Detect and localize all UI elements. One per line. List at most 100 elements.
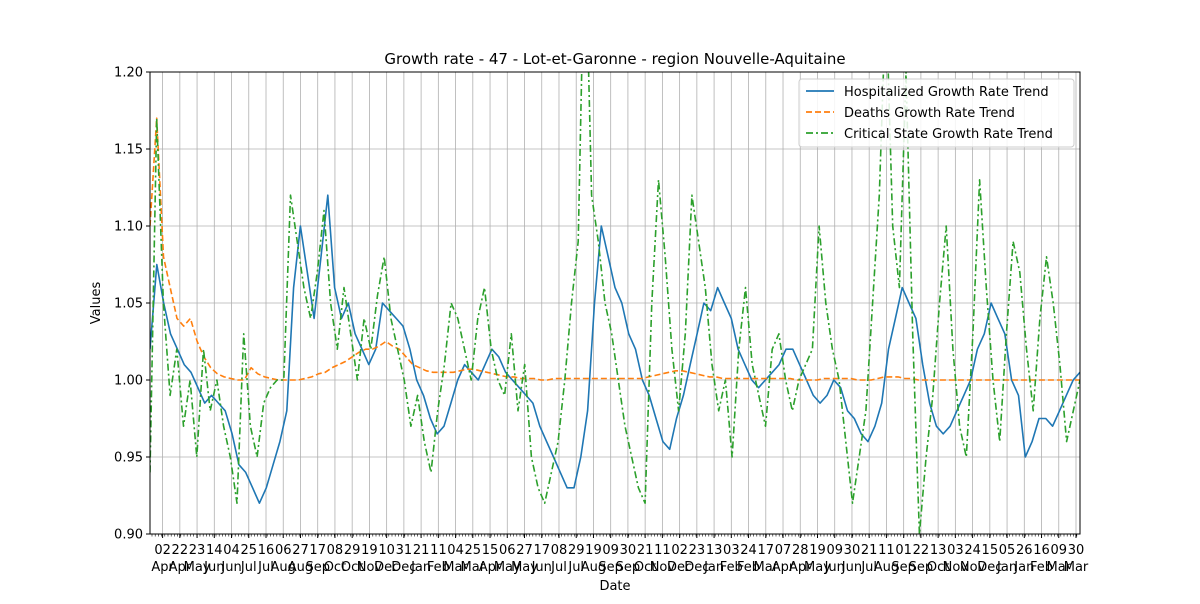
x-tick-month: Sep — [891, 560, 916, 575]
x-tick-day: 06 — [499, 543, 516, 558]
x-tick-day: 19 — [809, 543, 826, 558]
x-tick-day: 21 — [637, 543, 654, 558]
x-tick-day: 24 — [740, 543, 757, 558]
x-tick-month: Feb — [737, 560, 760, 575]
x-tick-day: 03 — [723, 543, 740, 558]
x-tick-month: May — [804, 560, 831, 575]
x-tick-day: 26 — [1016, 543, 1033, 558]
x-tick-day: 07 — [775, 543, 792, 558]
x-tick-month: Feb — [720, 560, 743, 575]
x-tick-month: Sep — [305, 560, 330, 575]
legend-label-2: Deaths Growth Rate Trend — [844, 106, 1015, 121]
x-tick-month: Apr — [479, 560, 502, 575]
x-tick-month: Aug — [874, 560, 899, 575]
x-tick-month: Apr — [789, 560, 812, 575]
x-tick-day: 29 — [344, 543, 361, 558]
x-tick-day: 17 — [533, 543, 550, 558]
x-tick-day: 30 — [620, 543, 637, 558]
series-layer — [150, 72, 1080, 534]
x-tick-day: 21 — [861, 543, 878, 558]
x-tick-month: Jul — [257, 560, 274, 575]
x-tick-month: Nov — [943, 560, 969, 575]
x-tick-day: 06 — [275, 543, 292, 558]
x-tick-day: 02 — [671, 543, 688, 558]
x-tick-month: Dec — [374, 560, 399, 575]
x-tick-month: Oct — [634, 560, 656, 575]
x-tick-month: Mar — [1047, 560, 1072, 575]
x-tick-month: Apr — [151, 560, 174, 575]
x-tick-month: Jun — [841, 560, 862, 575]
series-line-2 — [150, 117, 1080, 381]
x-tick-day: 25 — [465, 543, 482, 558]
x-tick-month: Jul — [240, 560, 257, 575]
x-tick-day: 03 — [947, 543, 964, 558]
x-tick-month: Jun — [824, 560, 845, 575]
x-tick-month: Jun — [203, 560, 224, 575]
x-tick-day: 24 — [964, 543, 981, 558]
x-tick-day: 31 — [396, 543, 413, 558]
x-tick-day: 19 — [361, 543, 378, 558]
x-tick-month: Apr — [169, 560, 192, 575]
x-tick-month: Oct — [341, 560, 363, 575]
x-tick-day: 08 — [551, 543, 568, 558]
x-tick-day: 17 — [309, 543, 326, 558]
y-tick-label: 1.10 — [114, 220, 143, 235]
y-tick-label: 1.20 — [114, 66, 143, 81]
legend: Hospitalized Growth Rate Trend Deaths Gro… — [798, 78, 1075, 148]
x-tick-month: Jan — [996, 560, 1017, 575]
x-tick-day: 30 — [844, 543, 861, 558]
x-tick-month: Aug — [581, 560, 606, 575]
y-tick-label: 1.00 — [114, 374, 143, 389]
x-tick-month: Oct — [324, 560, 346, 575]
x-tick-day: 21 — [413, 543, 430, 558]
x-tick-month: Mar — [754, 560, 779, 575]
x-tick-month: Dec — [684, 560, 709, 575]
x-tick-day: 17 — [758, 543, 775, 558]
x-tick-month: Jul — [550, 560, 567, 575]
x-tick-day: 13 — [706, 543, 723, 558]
x-tick-month: Apr — [772, 560, 795, 575]
x-tick-month: Nov — [960, 560, 986, 575]
x-tick-month: Dec — [977, 560, 1002, 575]
x-tick-day: 22 — [172, 543, 189, 558]
legend-box — [798, 78, 1075, 148]
x-tick-month: Nov — [650, 560, 676, 575]
x-tick-month: Jul — [860, 560, 877, 575]
x-tick-month: Feb — [427, 560, 450, 575]
x-tick-day: 19 — [585, 543, 602, 558]
x-tick-month: Mar — [461, 560, 486, 575]
x-tick-day: 25 — [240, 543, 257, 558]
x-tick-day: 02 — [154, 543, 171, 558]
x-tick-day: 23 — [689, 543, 706, 558]
x-tick-day: 29 — [568, 543, 585, 558]
x-tick-month: May — [184, 560, 211, 575]
x-tick-month: May — [511, 560, 538, 575]
series-line-3 — [150, 72, 1080, 534]
x-tick-day: 22 — [913, 543, 930, 558]
x-tick-day: 09 — [1050, 543, 1067, 558]
x-tick-day: 11 — [430, 543, 447, 558]
x-tick-day: 14 — [206, 543, 223, 558]
tick-layer: 0.90 0.95 1.00 1.05 1.10 1.15 1.20 02 Apr 22 Apr 23… — [114, 66, 1089, 576]
x-tick-day: 10 — [378, 543, 395, 558]
x-tick-day: 27 — [516, 543, 533, 558]
x-tick-day: 11 — [654, 543, 671, 558]
x-tick-month: Oct — [927, 560, 949, 575]
x-tick-day: 04 — [447, 543, 464, 558]
x-tick-month: Sep — [616, 560, 641, 575]
y-axis-label: Values — [89, 282, 104, 325]
x-tick-month: Feb — [1030, 560, 1053, 575]
x-tick-month: Dec — [391, 560, 416, 575]
y-tick-label: 0.90 — [114, 528, 143, 543]
x-tick-day: 01 — [895, 543, 912, 558]
x-tick-month: Sep — [598, 560, 623, 575]
x-tick-month: Dec — [667, 560, 692, 575]
y-tick-label: 1.05 — [114, 297, 143, 312]
x-tick-month: Jan — [1013, 560, 1034, 575]
x-tick-day: 09 — [602, 543, 619, 558]
x-tick-month: Mar — [1064, 560, 1089, 575]
x-tick-month: Jul — [567, 560, 584, 575]
x-tick-day: 15 — [982, 543, 999, 558]
